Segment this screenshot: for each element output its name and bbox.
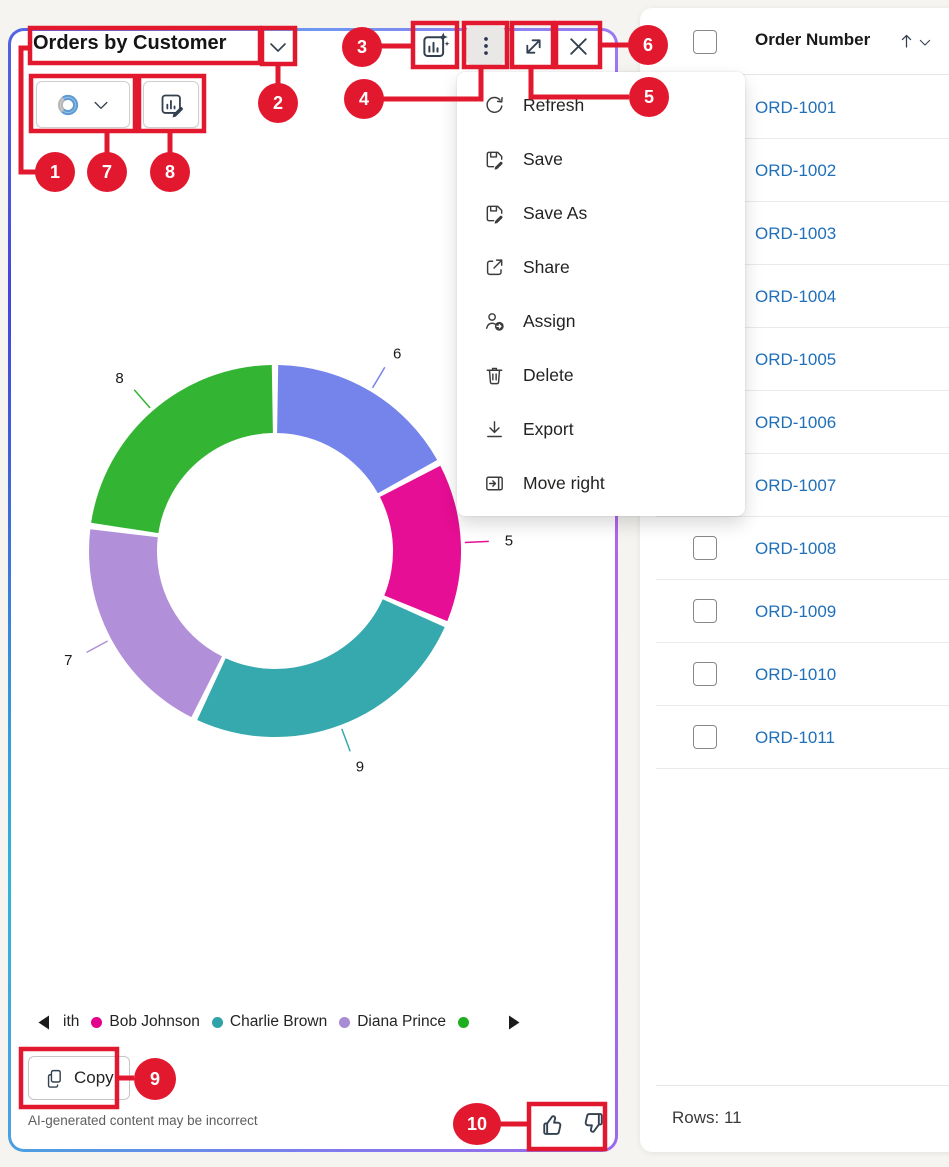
- rows-count-label: Rows: 11: [672, 1108, 742, 1127]
- legend-prev-arrow[interactable]: [36, 1014, 51, 1031]
- save-as-icon: [486, 205, 503, 224]
- order-link[interactable]: ORD-1008: [755, 538, 837, 558]
- sort-ascending-icon[interactable]: [897, 31, 916, 51]
- order-link[interactable]: ORD-1007: [755, 475, 837, 495]
- donut-slice-4[interactable]: [91, 365, 273, 534]
- legend-dot: [339, 1016, 351, 1028]
- donut-data-label: 8: [115, 370, 123, 387]
- ai-disclaimer-text: AI-generated content may be incorrect: [28, 1113, 258, 1128]
- order-link[interactable]: ORD-1002: [755, 160, 837, 180]
- donut-chart-icon: [57, 94, 79, 115]
- row-checkbox[interactable]: [693, 662, 717, 686]
- donut-data-label: 6: [393, 346, 401, 363]
- chevron-down-icon[interactable]: [917, 36, 933, 50]
- donut-slice-2[interactable]: [197, 599, 445, 738]
- order-link[interactable]: ORD-1001: [755, 97, 837, 117]
- more-options-button[interactable]: [466, 26, 505, 65]
- legend-dot: [211, 1016, 223, 1028]
- donut-slice-0[interactable]: [277, 365, 438, 494]
- chart-legend: ith Bob Johnson Charlie Brown Diana Prin…: [36, 1009, 522, 1035]
- feedback-buttons: [537, 1108, 608, 1139]
- delete-icon: [486, 367, 503, 384]
- donut-slice-3[interactable]: [89, 529, 223, 718]
- order-link[interactable]: ORD-1006: [755, 412, 837, 432]
- menu-item-move-right[interactable]: Move right: [457, 456, 745, 510]
- ai-chart-suggest-button[interactable]: [416, 27, 454, 65]
- row-checkbox[interactable]: [693, 599, 717, 623]
- donut-data-label: 9: [356, 758, 364, 775]
- close-icon: [569, 37, 587, 55]
- select-all-checkbox[interactable]: [693, 30, 717, 54]
- chevron-down-icon: [94, 101, 108, 109]
- table-footer-divider: [656, 1085, 949, 1086]
- copy-icon: [47, 1069, 61, 1088]
- order-link[interactable]: ORD-1005: [755, 349, 837, 369]
- share-icon: [486, 258, 503, 275]
- order-link[interactable]: ORD-1009: [755, 601, 837, 621]
- legend-item[interactable]: Diana Prince: [339, 1013, 446, 1031]
- chevron-down-icon: [270, 43, 286, 52]
- menu-item-assign[interactable]: Assign: [457, 294, 745, 348]
- refresh-icon: [486, 96, 503, 113]
- order-link[interactable]: ORD-1011: [755, 727, 835, 747]
- legend-item[interactable]: [457, 1016, 476, 1028]
- move-right-icon: [486, 476, 503, 490]
- legend-item[interactable]: Bob Johnson: [91, 1013, 200, 1031]
- table-row: ORD-1011: [640, 706, 949, 769]
- donut-data-label: 7: [64, 652, 72, 669]
- donut-leader-line: [371, 366, 386, 389]
- thumbs-down-icon[interactable]: [577, 1108, 608, 1139]
- header-divider: [656, 74, 949, 75]
- donut-chart: 6 5 9 7 8: [64, 346, 513, 776]
- legend-next-arrow[interactable]: [507, 1014, 522, 1031]
- table-row: ORD-1009: [640, 580, 949, 643]
- table-row: ORD-1010: [640, 643, 949, 706]
- menu-item-delete[interactable]: Delete: [457, 348, 745, 402]
- assign-icon: [485, 312, 504, 331]
- menu-item-share[interactable]: Share: [457, 240, 745, 294]
- edit-chart-icon: [161, 94, 183, 118]
- copy-button[interactable]: Copy: [28, 1056, 130, 1100]
- order-link[interactable]: ORD-1003: [755, 223, 837, 243]
- thumbs-up-icon[interactable]: [537, 1108, 568, 1139]
- menu-item-export[interactable]: Export: [457, 402, 745, 456]
- donut-leader-line: [341, 728, 351, 752]
- column-header-order-number[interactable]: Order Number: [755, 30, 871, 49]
- legend-dot: [457, 1016, 469, 1028]
- chart-title: Orders by Customer: [33, 32, 227, 54]
- chart-type-selector-button[interactable]: [36, 81, 130, 128]
- legend-item[interactable]: Charlie Brown: [211, 1013, 327, 1031]
- save-icon: [486, 151, 503, 170]
- donut-leader-line: [86, 640, 109, 654]
- chart-title-dropdown-button[interactable]: [261, 34, 295, 62]
- expand-button[interactable]: [514, 27, 552, 65]
- table-row: ORD-1008: [640, 517, 949, 580]
- menu-item-refresh[interactable]: Refresh: [457, 78, 745, 132]
- donut-slice-1[interactable]: [379, 465, 462, 622]
- row-checkbox[interactable]: [693, 725, 717, 749]
- ai-chart-suggest-icon: [423, 32, 450, 57]
- menu-item-save-as[interactable]: Save As: [457, 186, 745, 240]
- legend-item[interactable]: ith: [63, 1013, 80, 1030]
- donut-leader-line: [464, 540, 489, 544]
- row-checkbox[interactable]: [693, 536, 717, 560]
- close-button[interactable]: [559, 27, 597, 65]
- legend-dot: [91, 1016, 103, 1028]
- edit-chart-button[interactable]: [143, 81, 199, 128]
- expand-icon: [525, 38, 541, 54]
- context-menu: Refresh Save Save As Share Assign Delete…: [457, 72, 745, 516]
- order-link[interactable]: ORD-1004: [755, 286, 837, 306]
- export-icon: [487, 420, 502, 437]
- more-options-icon: [483, 36, 488, 55]
- donut-leader-line: [133, 389, 151, 409]
- menu-item-save[interactable]: Save: [457, 132, 745, 186]
- order-link[interactable]: ORD-1010: [755, 664, 837, 684]
- donut-data-label: 5: [505, 533, 513, 550]
